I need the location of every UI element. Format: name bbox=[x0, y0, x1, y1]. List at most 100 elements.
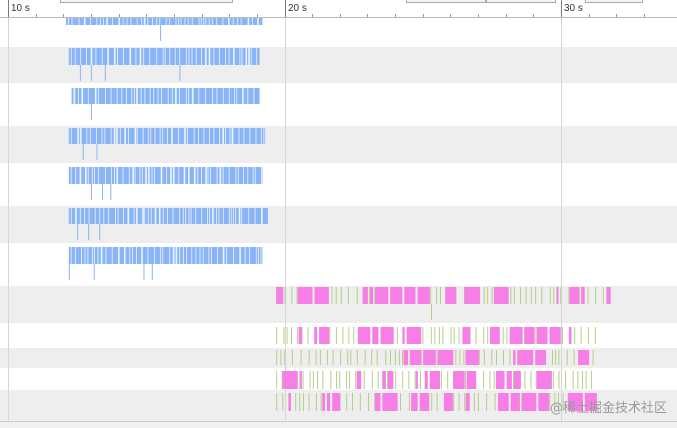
activity-gap bbox=[136, 247, 137, 264]
activity-gap bbox=[134, 167, 136, 184]
activity-gap bbox=[209, 208, 211, 224]
horizontal-scrollbar[interactable] bbox=[0, 421, 677, 428]
track-row-worker-1[interactable] bbox=[0, 286, 677, 323]
idle-tick bbox=[364, 350, 366, 365]
activity-gap bbox=[105, 88, 106, 104]
activity-block bbox=[390, 287, 403, 304]
activity-gap bbox=[75, 167, 77, 184]
drop-tick bbox=[431, 304, 432, 320]
drop-tick bbox=[110, 184, 112, 200]
idle-tick bbox=[549, 393, 551, 411]
idle-tick bbox=[368, 287, 370, 304]
ruler-minor-tick bbox=[257, 14, 258, 17]
activity-gap bbox=[210, 167, 211, 184]
idle-tick bbox=[408, 393, 410, 411]
activity-gap bbox=[237, 167, 239, 184]
idle-tick bbox=[402, 371, 404, 389]
activity-gap bbox=[73, 88, 76, 104]
idle-tick bbox=[549, 287, 551, 304]
activity-gap bbox=[103, 208, 105, 224]
activity-gap bbox=[119, 128, 121, 144]
idle-tick bbox=[524, 371, 526, 389]
activity-gap bbox=[247, 88, 249, 104]
activity-gap bbox=[236, 88, 238, 104]
activity-gap bbox=[74, 48, 76, 65]
activity-gap bbox=[191, 17, 193, 25]
activity-gap bbox=[118, 17, 121, 25]
ruler-minor-tick bbox=[450, 14, 451, 17]
activity-gap bbox=[113, 128, 116, 144]
activity-gap bbox=[238, 128, 240, 144]
activity-gap bbox=[167, 88, 169, 104]
activity-gap bbox=[174, 48, 176, 65]
activity-gap bbox=[207, 167, 209, 184]
idle-tick bbox=[291, 287, 293, 304]
idle-tick bbox=[276, 350, 278, 365]
activity-gap bbox=[142, 128, 144, 144]
activity-block bbox=[297, 287, 313, 304]
ruler-major-tick bbox=[285, 0, 286, 17]
track-row-worker-3[interactable] bbox=[0, 348, 677, 368]
activity-gap bbox=[106, 17, 108, 25]
ruler-major-tick bbox=[8, 0, 9, 17]
activity-gap bbox=[145, 167, 147, 184]
idle-tick bbox=[572, 371, 574, 389]
activity-gap bbox=[191, 88, 194, 104]
activity-gap bbox=[232, 208, 234, 224]
activity-block bbox=[443, 393, 453, 411]
activity-gap bbox=[160, 167, 163, 184]
idle-tick bbox=[385, 350, 387, 365]
idle-tick bbox=[483, 287, 485, 304]
activity-block bbox=[372, 327, 379, 344]
activity-gap bbox=[156, 48, 158, 65]
idle-tick bbox=[520, 287, 521, 304]
idle-tick bbox=[371, 371, 373, 389]
idle-tick bbox=[530, 371, 532, 389]
activity-gap bbox=[81, 88, 84, 104]
activity-gap bbox=[179, 208, 180, 224]
activity-gap bbox=[80, 48, 82, 65]
activity-gap bbox=[172, 208, 174, 224]
time-ruler[interactable]: 10 s 20 s 30 s bbox=[0, 0, 677, 18]
activity-gap bbox=[219, 128, 220, 144]
activity-gap bbox=[87, 247, 89, 264]
idle-tick bbox=[371, 350, 373, 365]
activity-gap bbox=[241, 48, 243, 65]
ruler-minor-tick bbox=[229, 14, 230, 17]
activity-block bbox=[535, 350, 546, 365]
activity-gap bbox=[166, 167, 167, 184]
activity-gap bbox=[205, 167, 207, 184]
activity-gap bbox=[105, 247, 107, 264]
activity-gap bbox=[115, 208, 116, 224]
activity-gap bbox=[258, 247, 259, 264]
activity-gap bbox=[247, 17, 250, 25]
idle-tick bbox=[585, 371, 587, 389]
idle-tick bbox=[342, 327, 344, 344]
activity-gap bbox=[147, 17, 149, 25]
ruler-minor-tick bbox=[395, 14, 396, 17]
idle-tick bbox=[453, 327, 455, 344]
activity-gap bbox=[77, 128, 79, 144]
activity-gap bbox=[150, 208, 152, 224]
idle-tick bbox=[302, 393, 304, 411]
activity-gap bbox=[197, 167, 199, 184]
idle-tick bbox=[483, 327, 485, 344]
idle-tick bbox=[473, 393, 475, 411]
activity-gap bbox=[149, 48, 151, 65]
activity-gap bbox=[256, 48, 258, 65]
ruler-range-cap bbox=[406, 0, 486, 3]
activity-gap bbox=[179, 88, 180, 104]
activity-block bbox=[437, 350, 454, 365]
activity-gap bbox=[222, 88, 224, 104]
activity-gap bbox=[136, 128, 138, 144]
idle-tick bbox=[276, 393, 278, 411]
activity-gap bbox=[117, 208, 119, 224]
idle-tick bbox=[582, 371, 583, 389]
activity-gap bbox=[237, 17, 239, 25]
activity-gap bbox=[205, 88, 206, 104]
ruler-range-cap bbox=[585, 0, 643, 3]
activity-gap bbox=[216, 167, 218, 184]
idle-tick bbox=[574, 327, 576, 344]
ruler-minor-tick bbox=[367, 14, 368, 17]
